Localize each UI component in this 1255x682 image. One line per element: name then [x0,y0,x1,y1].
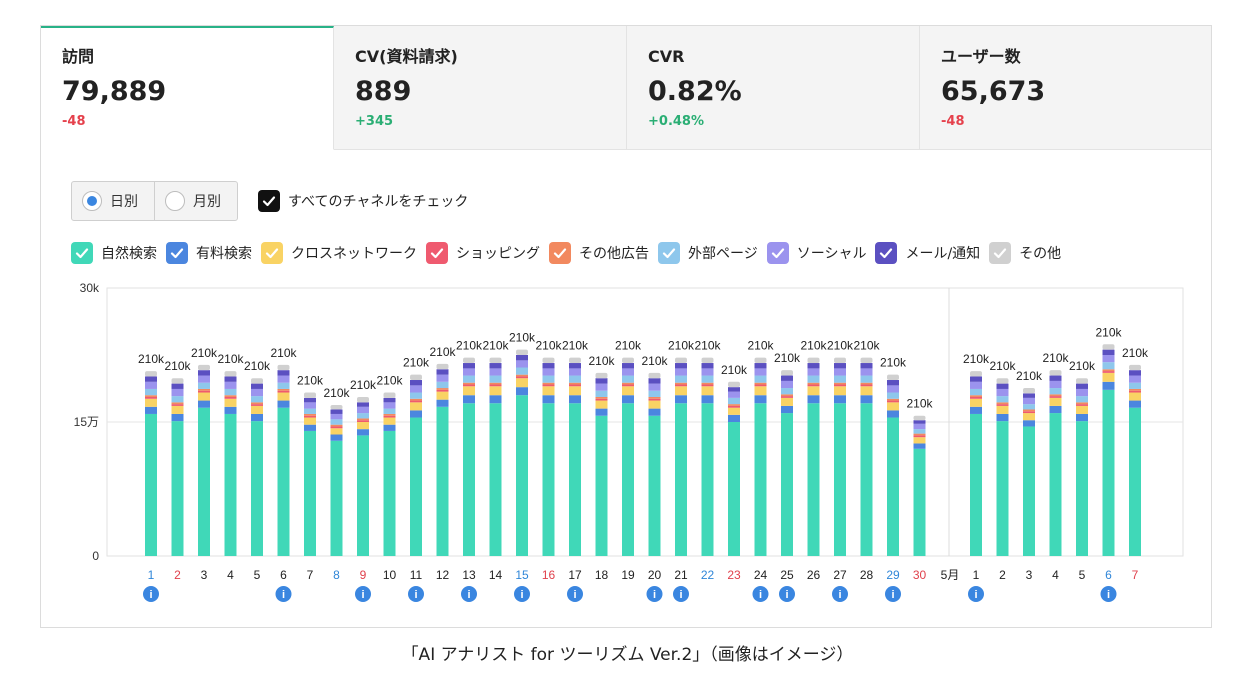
kpi-tab-cv[interactable]: CV(資料請求) 889 +345 [334,26,627,150]
checkbox-checked-icon[interactable] [989,242,1012,264]
checkbox-checked-icon[interactable] [71,242,93,264]
checkbox-checked-icon[interactable] [258,190,280,212]
kpi-value: 65,673 [941,76,1046,107]
legend-item[interactable]: 自然検索 [71,242,157,264]
legend-item[interactable]: 有料検索 [166,242,252,264]
kpi-label: 訪問 [62,47,95,66]
period-daily-option[interactable]: 日別 [72,182,155,220]
legend-label: ソーシャル [796,246,867,262]
legend-label: ショッピング [456,246,540,262]
legend-item[interactable]: ショッピング [426,242,540,264]
checkbox-checked-icon[interactable] [766,242,789,264]
kpi-tabs: 訪問 79,889 -48 CV(資料請求) 889 +345 CVR 0.82… [41,26,1211,150]
checkbox-checked-icon[interactable] [549,242,571,264]
checkbox-checked-icon[interactable] [658,242,680,264]
legend-item[interactable]: その他広告 [549,242,649,264]
legend-label: 外部ページ [688,246,758,262]
kpi-label: CVR [648,47,685,66]
legend-item[interactable]: その他 [989,242,1061,264]
kpi-label: CV(資料請求) [355,47,458,66]
checkbox-checked-icon[interactable] [875,242,898,264]
legend-label: クロスネットワーク [291,246,417,262]
kpi-delta: +0.48% [648,114,704,129]
analytics-panel: 訪問 79,889 -48 CV(資料請求) 889 +345 CVR 0.82… [40,25,1212,628]
period-daily-label: 日別 [110,194,138,210]
checkbox-checked-icon[interactable] [426,242,448,264]
legend-label: その他 [1019,246,1062,262]
kpi-delta: -48 [941,114,965,129]
radio-empty-icon[interactable] [165,191,185,211]
period-toggle: 日別 月別 [71,181,238,221]
kpi-tab-cvr[interactable]: CVR 0.82% +0.48% [627,26,920,150]
channel-legend: 自然検索 有料検索 クロスネットワーク ショッピング その他広告 外部ページ ソーシャル メー… [71,242,1070,264]
kpi-value: 889 [355,76,412,107]
kpi-delta: +345 [355,114,394,129]
check-all-label: すべてのチャネルをチェック [288,194,469,210]
checkbox-checked-icon[interactable] [261,242,283,264]
kpi-label: ユーザー数 [941,47,1021,66]
legend-label: 自然検索 [101,246,157,262]
legend-label: その他広告 [579,246,649,262]
image-caption: 「AI アナリスト for ツーリズム Ver.2」（画像はイメージ） [401,645,854,665]
kpi-tab-users[interactable]: ユーザー数 65,673 -48 [920,26,1211,150]
checkbox-checked-icon[interactable] [166,242,188,264]
radio-selected-icon[interactable] [82,191,102,211]
legend-item[interactable]: ソーシャル [766,242,867,264]
period-monthly-option[interactable]: 月別 [155,182,237,220]
legend-item[interactable]: クロスネットワーク [261,242,417,264]
legend-label: メール/通知 [905,246,981,262]
period-monthly-label: 月別 [193,194,221,210]
legend-item[interactable]: メール/通知 [875,242,980,264]
check-all-channels[interactable]: すべてのチャネルをチェック [258,190,468,212]
kpi-value: 0.82% [648,76,742,107]
kpi-value: 79,889 [62,76,167,107]
legend-item[interactable]: 外部ページ [658,242,758,264]
legend-label: 有料検索 [196,246,252,262]
kpi-tab-visits[interactable]: 訪問 79,889 -48 [41,26,334,150]
kpi-delta: -48 [62,114,86,129]
